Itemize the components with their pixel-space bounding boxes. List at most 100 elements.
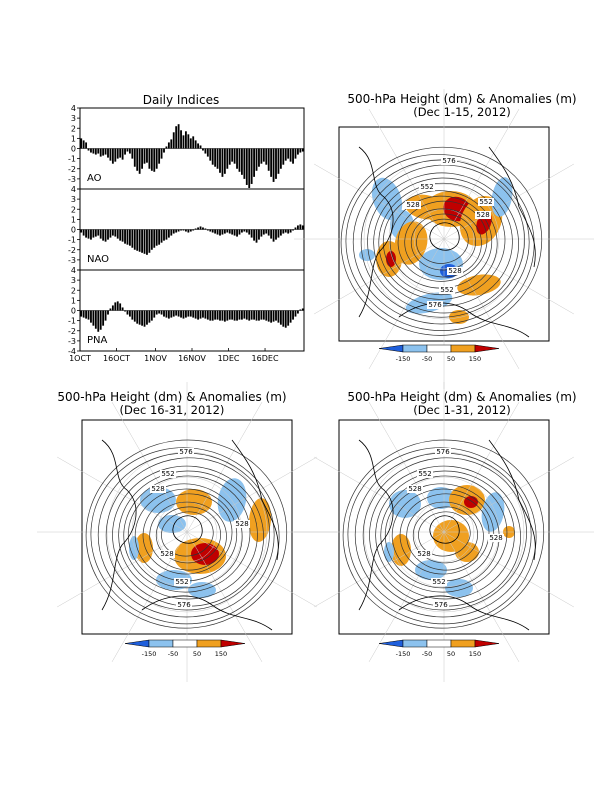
y-tick-label: 2 [71, 205, 76, 214]
index-bar [265, 310, 268, 321]
index-bar [199, 310, 202, 319]
index-bar [163, 148, 165, 153]
contour-label-bg [447, 267, 463, 275]
height-contour [410, 213, 476, 271]
map1-title: 500-hPa Height (dm) & Anomalies (m) [347, 92, 577, 106]
contour-label-text: 528 [160, 550, 173, 558]
index-bar [146, 310, 148, 325]
map2-period: (Dec 16-31, 2012) [119, 403, 225, 417]
index-bar [258, 310, 260, 321]
index-bar [279, 148, 282, 169]
meridian-line [443, 531, 575, 608]
meridian-line [313, 163, 445, 240]
index-bar [204, 148, 207, 154]
coastlines [358, 439, 536, 631]
colorbar-end-arrow [474, 344, 500, 353]
colorbar-swatch [450, 344, 476, 353]
index-bar [216, 148, 219, 169]
index-bar [177, 310, 180, 317]
index-bar [296, 310, 299, 314]
contour-label-text: 576 [442, 157, 456, 165]
anomaly-patch [415, 560, 447, 580]
contour-label: 552 [439, 286, 455, 294]
index-bar [153, 148, 156, 172]
contour-label-bg [150, 485, 166, 493]
y-tick-label: 4 [71, 185, 76, 194]
index-bar [175, 126, 178, 149]
anomaly-patch [389, 490, 421, 518]
meridian-line [443, 401, 520, 533]
contour-label-bg [407, 485, 423, 493]
contour-label: 576 [427, 301, 443, 309]
index-label: PNA [87, 335, 108, 346]
contour-label-bg [174, 578, 190, 586]
colorbar-end-arrow [474, 639, 500, 648]
index-bar [163, 229, 165, 241]
y-tick-label: 2 [71, 124, 76, 133]
index-bar [270, 310, 273, 323]
contour-label-text: 528 [151, 485, 164, 493]
index-bar [136, 310, 139, 324]
index-bar [80, 310, 83, 317]
meridian-line [186, 401, 263, 533]
index-bar [136, 148, 139, 171]
meridian-line [443, 456, 575, 533]
contour-label: 552 [174, 578, 190, 586]
index-bar [199, 226, 202, 230]
contour-label-bg [419, 183, 435, 191]
index-bar [184, 310, 187, 318]
y-tick-label: 0 [71, 307, 76, 316]
index-bar [284, 229, 287, 233]
index-bar [279, 229, 282, 236]
height-contour [382, 190, 498, 296]
index-bar [116, 301, 119, 311]
index-bar [214, 310, 217, 320]
index-bar [80, 229, 83, 233]
index-bar [175, 229, 178, 233]
anomaly-patch [140, 487, 176, 513]
y-tick-label: -4 [68, 347, 76, 356]
index-bar [82, 140, 85, 149]
index-bar [243, 310, 246, 319]
contour-label: 528 [488, 534, 504, 542]
index-bar [160, 148, 163, 159]
contour-label-bg [234, 520, 250, 528]
map-graticule [294, 382, 594, 682]
index-bar [226, 229, 229, 233]
coastline [398, 595, 530, 631]
index-bar [148, 148, 151, 169]
index-bar [199, 145, 202, 149]
index-bar [85, 310, 88, 319]
index-bar [87, 310, 90, 320]
map3-period: (Dec 1-31, 2012) [413, 403, 511, 417]
index-bar [109, 229, 112, 238]
contour-label-text: 576 [436, 448, 450, 456]
index-bar [189, 138, 192, 149]
coastline [141, 595, 273, 631]
meridian-line [443, 531, 520, 663]
index-bar [243, 229, 246, 232]
anomaly-patch [386, 251, 396, 267]
index-bar [253, 229, 256, 241]
contour-label: 528 [407, 485, 423, 493]
y-tick-label: 3 [71, 276, 76, 285]
index-bar [94, 229, 97, 237]
index-bar [253, 310, 256, 320]
colorbar-label: 150 [469, 355, 481, 363]
index-bar [301, 225, 304, 230]
index-bar [287, 310, 290, 326]
contour-label-text: 528 [235, 520, 248, 528]
index-bar [131, 310, 134, 320]
index-bar [228, 229, 231, 234]
index-bar [197, 143, 200, 149]
index-bar [146, 148, 148, 163]
index-bar [172, 310, 175, 317]
index-bar [282, 148, 285, 165]
index-bar [292, 310, 294, 320]
index-bar [155, 148, 158, 169]
index-bar [126, 229, 129, 245]
contour-label-bg [488, 534, 504, 542]
index-bar [128, 229, 131, 246]
